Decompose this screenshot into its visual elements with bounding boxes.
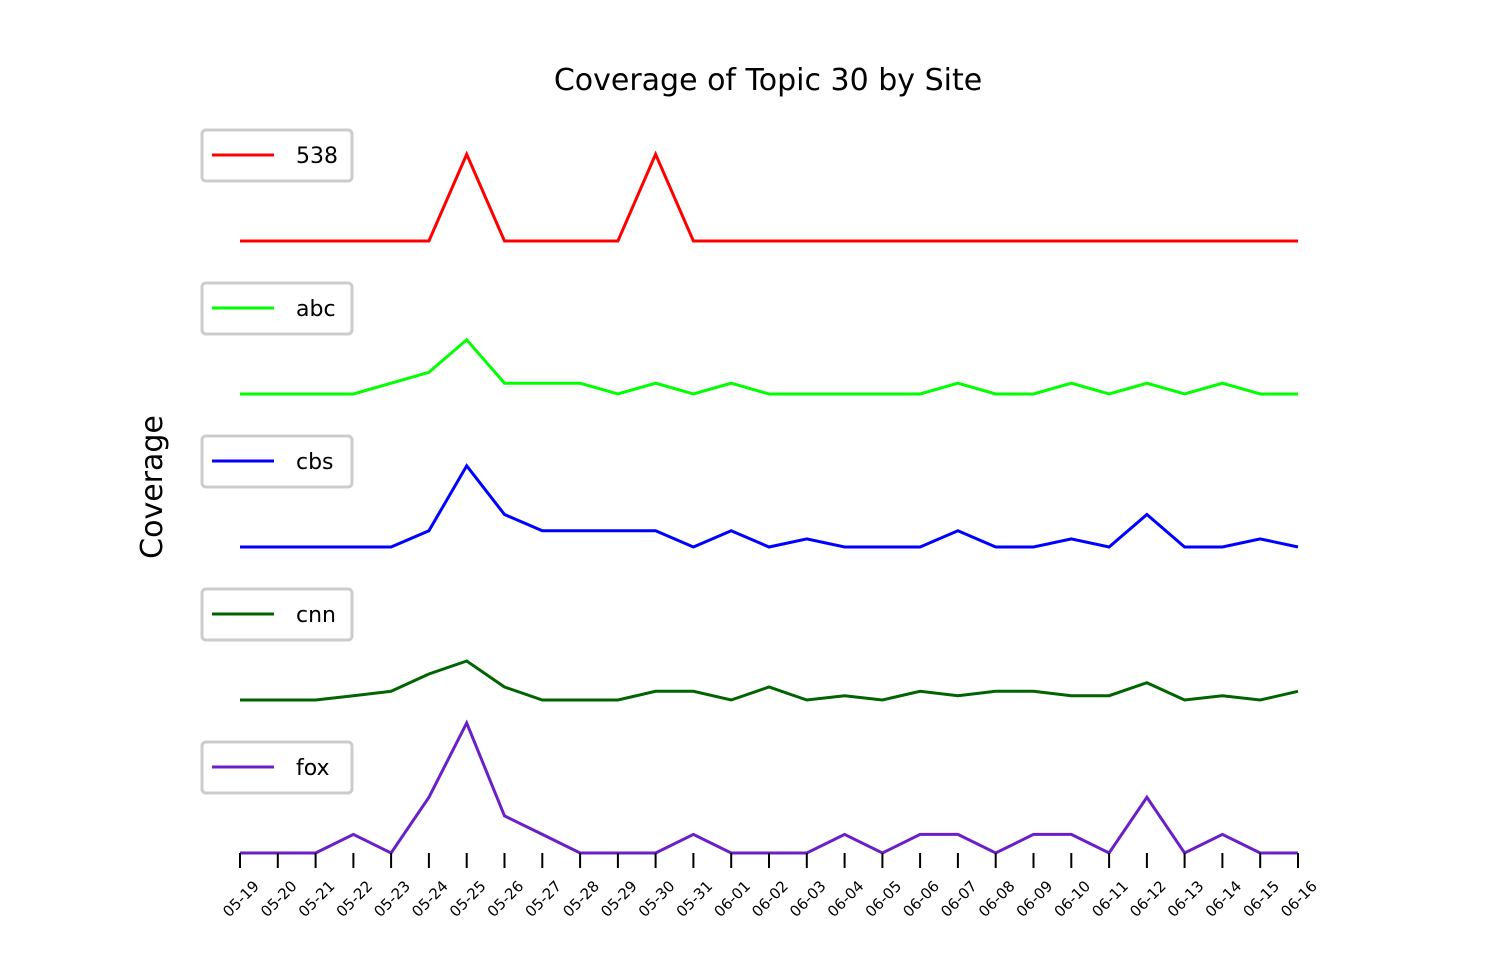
x-tick-label-06-13: 06-13 bbox=[1164, 877, 1208, 921]
panel-fox: fox bbox=[200, 719, 1298, 855]
series-line-cbs bbox=[240, 463, 1299, 549]
x-tick-label-05-19: 05-19 bbox=[219, 877, 263, 921]
x-tick-label-05-31: 05-31 bbox=[673, 877, 717, 921]
series-line-fox bbox=[240, 719, 1298, 855]
y-axis-label: Coverage bbox=[135, 415, 170, 559]
panel-abc: abc bbox=[200, 281, 1298, 396]
x-tick-label-06-10: 06-10 bbox=[1051, 877, 1095, 921]
legend-label-abc: abc bbox=[296, 297, 336, 322]
panel-538: 538 bbox=[200, 128, 1298, 243]
legend-abc: abc bbox=[200, 281, 354, 336]
legend-label-fox: fox bbox=[296, 756, 330, 781]
x-tick-label-05-23: 05-23 bbox=[370, 877, 414, 921]
legend-frame-cnn bbox=[200, 587, 354, 642]
x-tick-label-05-22: 05-22 bbox=[333, 877, 377, 921]
legend-fox: fox bbox=[200, 740, 354, 795]
chart-title: Coverage of Topic 30 by Site bbox=[554, 63, 982, 98]
series-line-538 bbox=[240, 150, 1298, 243]
x-tick-label-05-30: 05-30 bbox=[635, 877, 679, 921]
x-tick-label-06-06: 06-06 bbox=[899, 877, 943, 921]
x-tick-label-06-12: 06-12 bbox=[1126, 877, 1170, 921]
legend-cbs: cbs bbox=[200, 434, 354, 489]
legend-frame-abc bbox=[200, 281, 354, 336]
x-tick-label-06-05: 06-05 bbox=[862, 877, 906, 921]
x-tick-label-06-11: 06-11 bbox=[1088, 877, 1132, 921]
legend-cnn: cnn bbox=[200, 587, 354, 642]
panel-cbs: cbs bbox=[200, 434, 1299, 549]
x-axis: 05-1905-2005-2105-2205-2305-2405-2505-26… bbox=[219, 853, 1321, 921]
legend-frame-cbs bbox=[200, 434, 354, 489]
x-tick-label-05-28: 05-28 bbox=[559, 877, 603, 921]
x-tick-label-06-07: 06-07 bbox=[937, 877, 981, 921]
x-tick-label-06-02: 06-02 bbox=[748, 877, 792, 921]
legend-label-cnn: cnn bbox=[296, 603, 336, 628]
legend-label-538: 538 bbox=[296, 144, 338, 169]
x-tick-label-05-29: 05-29 bbox=[597, 877, 641, 921]
x-tick-label-05-27: 05-27 bbox=[522, 877, 566, 921]
x-tick-label-05-24: 05-24 bbox=[408, 877, 452, 921]
legend-frame-fox bbox=[200, 740, 354, 795]
panels: 538 abc cbs cnn fox bbox=[200, 128, 1299, 855]
x-tick-label-06-14: 06-14 bbox=[1202, 877, 1246, 921]
series-line-cnn bbox=[240, 659, 1299, 702]
x-tick-label-05-20: 05-20 bbox=[257, 877, 301, 921]
legend-538: 538 bbox=[200, 128, 354, 183]
legend-label-cbs: cbs bbox=[296, 450, 334, 475]
x-tick-label-06-01: 06-01 bbox=[710, 877, 754, 921]
x-tick-label-06-09: 06-09 bbox=[1013, 877, 1057, 921]
x-tick-label-06-15: 06-15 bbox=[1239, 877, 1283, 921]
series-line-abc bbox=[240, 337, 1298, 396]
panel-cnn: cnn bbox=[200, 587, 1299, 702]
x-tick-label-06-08: 06-08 bbox=[975, 877, 1019, 921]
x-tick-label-05-21: 05-21 bbox=[295, 877, 339, 921]
x-tick-label-05-25: 05-25 bbox=[446, 877, 490, 921]
x-tick-label-05-26: 05-26 bbox=[484, 877, 528, 921]
legend-frame-538 bbox=[200, 128, 354, 183]
x-tick-label-06-04: 06-04 bbox=[824, 877, 868, 921]
x-tick-label-06-03: 06-03 bbox=[786, 877, 830, 921]
x-tick-label-06-16: 06-16 bbox=[1277, 877, 1321, 921]
